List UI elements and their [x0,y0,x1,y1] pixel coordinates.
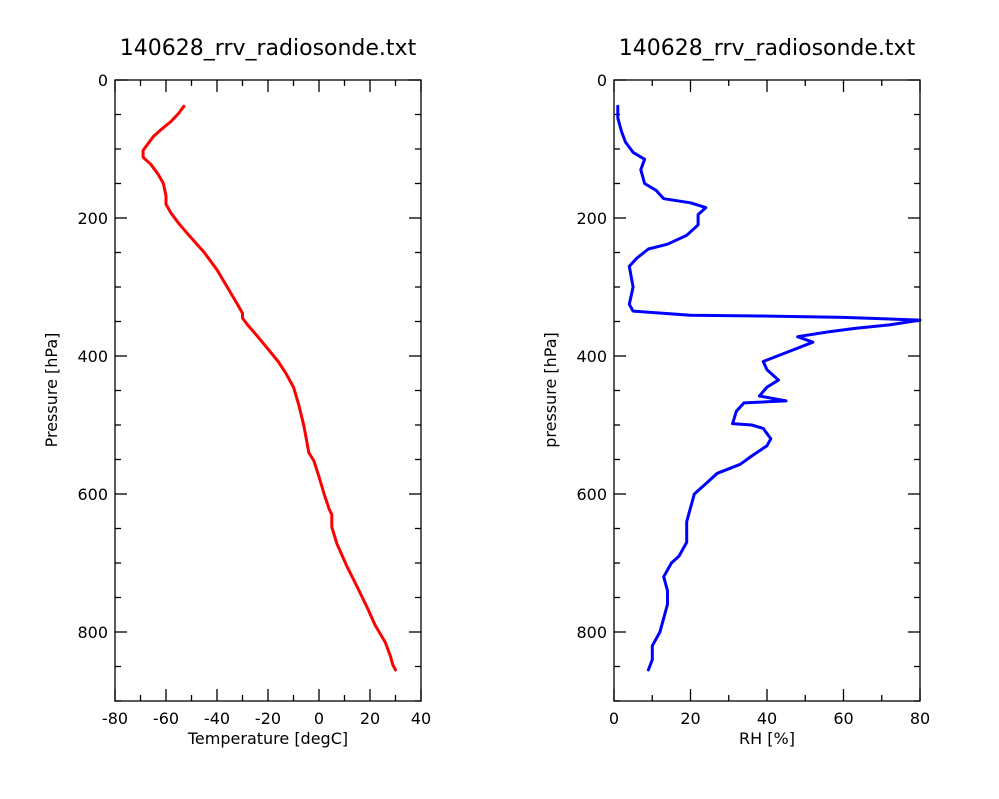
temperature-y-tick-label: 0 [98,71,108,90]
temperature-profile-line [141,104,397,672]
temperature-x-tick-label: -80 [102,709,128,728]
rh-ticks [613,79,921,702]
rh-x-tick-label: 80 [910,709,930,728]
rh-y-tick-label: 400 [576,347,607,366]
temperature-x-tick-label: 20 [360,709,380,728]
temperature-series [141,104,397,672]
temperature-x-tick-label: -20 [255,709,281,728]
temperature-y-tick-label: 400 [77,347,108,366]
rh-plot-frame [613,79,921,702]
temperature-chart-title: 140628_rrv_radiosonde.txt [120,36,417,61]
rh-x-tick-label: 20 [680,709,700,728]
temperature-x-tick-label: -40 [204,709,230,728]
temperature-y-tick-label: 800 [77,623,108,642]
temperature-y-axis-label: Pressure [hPa] [42,333,61,448]
temperature-x-tick-label: 0 [314,709,324,728]
rh-y-axis-label: pressure [hPa] [541,332,560,448]
rh-y-tick-label: 800 [576,623,607,642]
rh-y-tick-label: 0 [597,71,607,90]
rh-x-axis-label: RH [%] [739,729,795,748]
temperature-plot-frame [114,79,422,702]
temperature-panel: 140628_rrv_radiosonde.txt Temperature [d… [42,36,431,748]
rh-y-tick-label: 200 [576,209,607,228]
temperature-x-tick-label: 40 [411,709,431,728]
temperature-ticks [114,79,422,702]
rh-x-tick-label: 0 [609,709,619,728]
temperature-y-tick-label: 200 [77,209,108,228]
temperature-y-tick-label: 600 [77,485,108,504]
rh-series [616,104,922,672]
rh-x-tick-label: 60 [833,709,853,728]
rh-panel: 140628_rrv_radiosonde.txt RH [%] pressur… [541,36,930,748]
rh-chart-title: 140628_rrv_radiosonde.txt [619,36,916,61]
rh-profile-line [616,104,922,672]
temperature-x-tick-label: -60 [153,709,179,728]
temperature-x-axis-label: Temperature [degC] [187,729,348,748]
rh-x-tick-label: 40 [757,709,777,728]
rh-y-tick-label: 600 [576,485,607,504]
